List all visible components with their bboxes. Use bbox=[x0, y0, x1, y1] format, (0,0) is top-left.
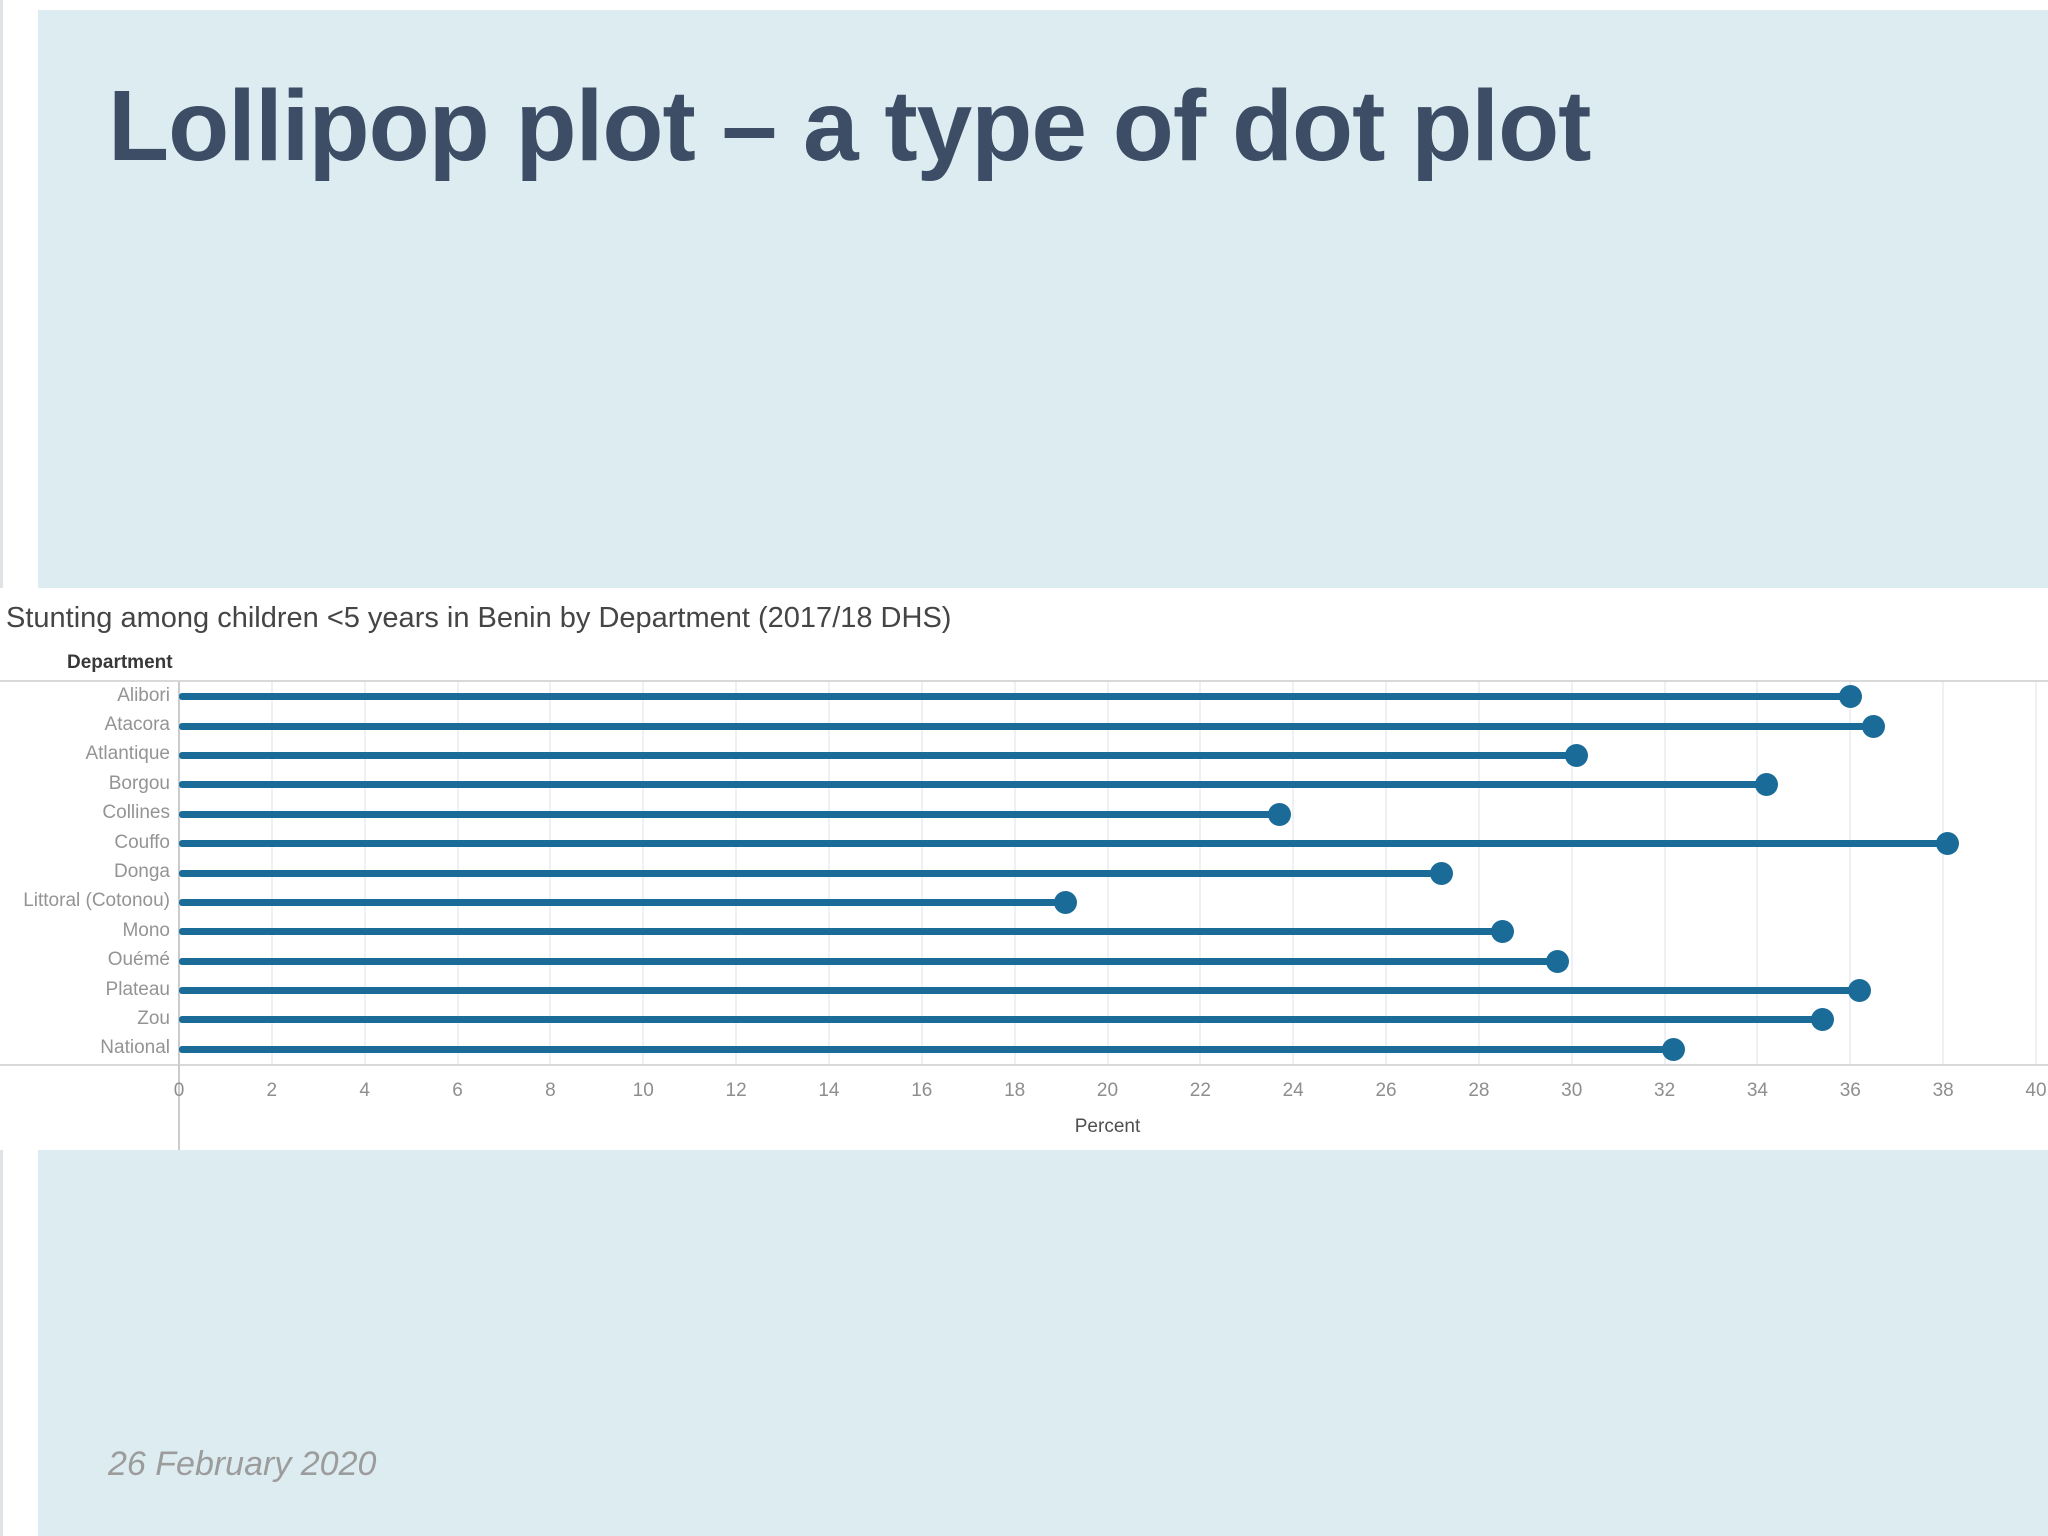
lollipop-dot bbox=[1267, 802, 1291, 826]
x-tick-label: 2 bbox=[266, 1080, 278, 1101]
lollipop-stem bbox=[179, 928, 1503, 936]
lollipop-stem bbox=[179, 1045, 1674, 1053]
x-tick-label: 6 bbox=[452, 1080, 463, 1101]
title-banner: Lollipop plot – a type of dot plot bbox=[38, 10, 2048, 588]
gridline bbox=[1849, 682, 1852, 1064]
y-axis-line bbox=[178, 682, 180, 1150]
gridline bbox=[1756, 682, 1759, 1064]
category-label: Donga bbox=[114, 861, 170, 882]
chart-title: Stunting among children <5 years in Beni… bbox=[6, 602, 952, 634]
footer-banner: 26 February 2020 bbox=[38, 1150, 2048, 1536]
x-tick-label: 38 bbox=[1932, 1080, 1954, 1101]
gridline bbox=[2035, 682, 2037, 1064]
lollipop-stem bbox=[179, 898, 1066, 906]
y-axis-title: Department bbox=[67, 652, 173, 673]
gridline bbox=[1477, 682, 1480, 1064]
gridline bbox=[1942, 682, 1945, 1064]
category-label: Zou bbox=[137, 1007, 170, 1029]
chart-border-top bbox=[0, 680, 2048, 682]
lollipop-dot bbox=[1936, 832, 1960, 856]
x-tick-label: 20 bbox=[1096, 1080, 1119, 1101]
lollipop-dot bbox=[1862, 714, 1885, 738]
category-label: National bbox=[100, 1037, 170, 1059]
x-tick-label: 34 bbox=[1746, 1080, 1768, 1101]
x-tick-label: 32 bbox=[1654, 1080, 1676, 1101]
x-tick-label: 0 bbox=[173, 1080, 185, 1101]
lollipop-dot bbox=[1810, 1008, 1834, 1032]
x-tick-label: 36 bbox=[1839, 1080, 1861, 1101]
lollipop-stem bbox=[179, 781, 1767, 789]
category-label: Collines bbox=[102, 802, 170, 824]
x-tick-label: 40 bbox=[2025, 1080, 2047, 1101]
category-label: Ouémé bbox=[107, 949, 170, 971]
x-tick-label: 28 bbox=[1468, 1080, 1490, 1101]
lollipop-dot bbox=[1755, 773, 1779, 797]
x-tick-label: 22 bbox=[1189, 1080, 1211, 1101]
x-tick-label: 26 bbox=[1375, 1080, 1397, 1101]
lollipop-stem bbox=[179, 1016, 1823, 1024]
lollipop-stem bbox=[179, 722, 1874, 730]
x-tick-label: 18 bbox=[1004, 1080, 1026, 1101]
chart-section: Stunting among children <5 years in Beni… bbox=[0, 588, 2048, 1150]
x-tick-label: 12 bbox=[725, 1080, 747, 1101]
x-tick-label: 10 bbox=[632, 1080, 654, 1101]
lollipop-dot bbox=[1054, 890, 1078, 914]
category-label: Plateau bbox=[105, 978, 170, 1000]
lollipop-stem bbox=[179, 693, 1851, 701]
lollipop-stem bbox=[179, 957, 1558, 965]
slide-title: Lollipop plot – a type of dot plot bbox=[108, 70, 1591, 182]
lollipop-stem bbox=[179, 869, 1442, 877]
lollipop-stem bbox=[179, 987, 1860, 995]
lollipop-dot bbox=[1490, 920, 1514, 944]
gridline bbox=[1570, 682, 1573, 1064]
lollipop-dot bbox=[1430, 861, 1454, 885]
lollipop-dot bbox=[1848, 979, 1872, 1003]
x-tick-label: 14 bbox=[818, 1080, 840, 1101]
category-label: Couffo bbox=[114, 831, 170, 853]
lollipop-stem bbox=[179, 751, 1577, 759]
x-tick-label: 30 bbox=[1561, 1080, 1583, 1101]
category-label: Alibori bbox=[117, 684, 170, 706]
category-label: Borgou bbox=[108, 772, 170, 794]
lollipop-dot bbox=[1838, 685, 1862, 709]
category-label: Atlantique bbox=[85, 743, 170, 765]
category-label: Atacora bbox=[104, 714, 170, 736]
x-tick-label: 24 bbox=[1282, 1080, 1304, 1101]
category-label: Littoral (Cotonou) bbox=[23, 890, 170, 912]
lollipop-dot bbox=[1662, 1037, 1686, 1061]
lollipop-stem bbox=[179, 810, 1280, 818]
lollipop-stem bbox=[179, 840, 1948, 848]
x-tick-label: 8 bbox=[545, 1080, 556, 1101]
slide-date: 26 February 2020 bbox=[108, 1445, 377, 1483]
category-label: Mono bbox=[122, 919, 170, 941]
gridline bbox=[1663, 682, 1666, 1064]
x-tick-label: 16 bbox=[911, 1080, 933, 1101]
lollipop-dot bbox=[1546, 949, 1570, 973]
x-axis-title: Percent bbox=[1074, 1116, 1141, 1137]
chart-border-bottom bbox=[0, 1064, 2048, 1066]
lollipop-dot bbox=[1564, 743, 1588, 767]
x-tick-label: 4 bbox=[359, 1080, 370, 1101]
